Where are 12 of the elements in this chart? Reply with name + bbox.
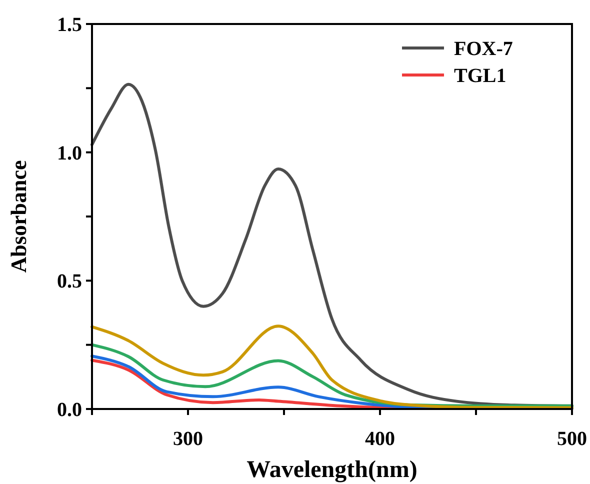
y-tick-label: 0.5 [57,270,82,293]
y-tick-label: 0.0 [57,399,82,421]
y-tick-label: 1.5 [57,14,82,36]
y-tick-label: 1.0 [57,142,82,164]
line-series [90,324,574,410]
x-axis-title: Wavelength(nm) [246,457,418,483]
y-axis-title: Absorbance [6,160,31,273]
legend-label: TGL1 [454,65,506,87]
x-tick-label: 300 [173,428,203,450]
x-tick-label: 500 [557,428,587,450]
x-tick-label: 400 [365,428,395,450]
legend-label: FOX-7 [454,38,513,60]
